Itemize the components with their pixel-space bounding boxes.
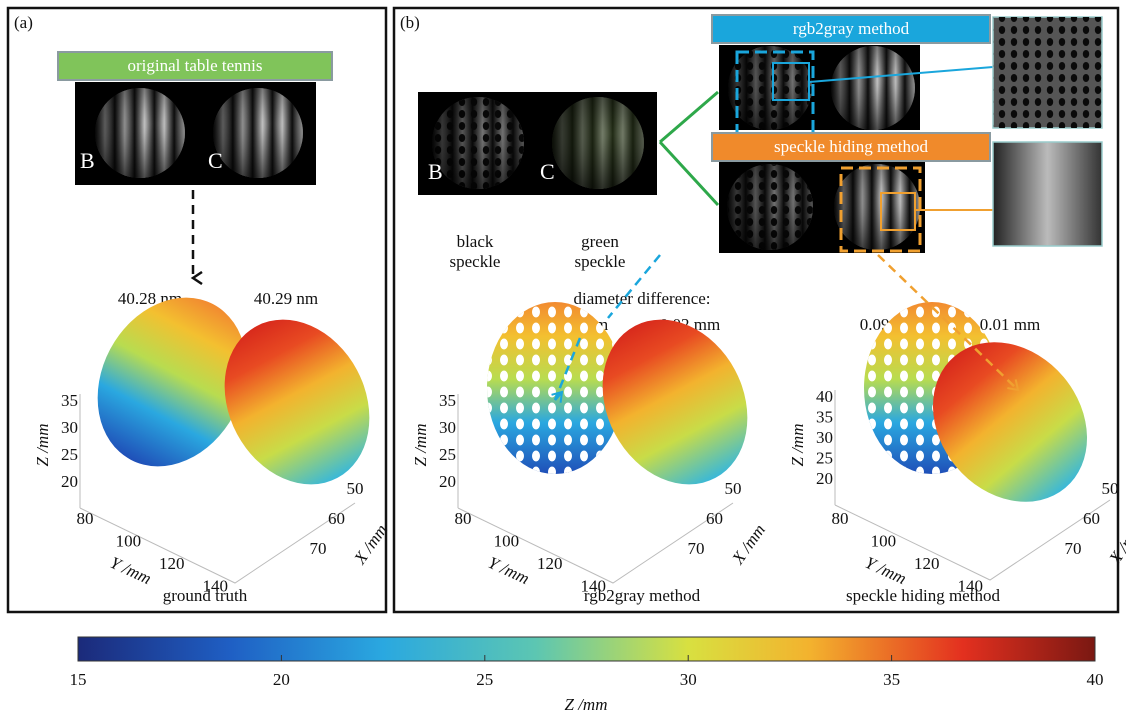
y-tick-label: 120 bbox=[159, 554, 185, 573]
input-caption: green speckle bbox=[574, 232, 626, 271]
axis-frame bbox=[457, 394, 734, 584]
z-tick-label: 35 bbox=[816, 407, 833, 426]
x-tick-label: 60 bbox=[328, 509, 345, 528]
colorbar-tick-label: 15 bbox=[70, 670, 87, 689]
colorbar-tick-label: 35 bbox=[883, 670, 900, 689]
speckle-hiding-image bbox=[719, 141, 1103, 253]
axis-frame bbox=[79, 394, 356, 584]
z-tick-label: 30 bbox=[816, 428, 833, 447]
x-tick-label: 70 bbox=[688, 539, 705, 558]
rgb2gray-image bbox=[719, 16, 1103, 164]
z-tick-label: 25 bbox=[439, 445, 456, 464]
x-tick-label: 70 bbox=[310, 539, 327, 558]
speckle-image bbox=[418, 92, 657, 195]
z-tick-label: 20 bbox=[61, 472, 78, 491]
plot-caption: speckle hiding method bbox=[846, 586, 1000, 605]
y-axis-label: Y /mm bbox=[107, 553, 154, 588]
caption-box: green speckle bbox=[574, 232, 626, 271]
colorbar-tick-label: 30 bbox=[680, 670, 697, 689]
y-tick-label: 100 bbox=[871, 532, 897, 551]
caption-box: black speckle bbox=[449, 232, 501, 271]
z-axis-label: Z /mm bbox=[33, 424, 52, 467]
z-tick-label: 30 bbox=[439, 418, 456, 437]
header-text: original table tennis bbox=[127, 56, 262, 75]
surface-plot bbox=[864, 302, 1088, 502]
image-label: C bbox=[540, 159, 555, 184]
z-tick-label: 20 bbox=[816, 469, 833, 488]
image-label: C bbox=[208, 148, 223, 173]
input-caption: black speckle bbox=[449, 232, 501, 271]
y-tick-label: 140 bbox=[580, 577, 606, 596]
z-tick-label: 35 bbox=[61, 391, 78, 410]
header-box bbox=[711, 14, 991, 44]
z-axis-label: Z /mm bbox=[411, 424, 430, 467]
measurement: 40.29 nm bbox=[254, 289, 318, 308]
axis-frame bbox=[834, 390, 1111, 581]
annotation: diameter difference: bbox=[573, 289, 710, 308]
colorbar-label: Z /mm bbox=[565, 695, 608, 714]
x-axis-label: X /mm bbox=[728, 521, 769, 569]
plot-caption: ground truth bbox=[163, 586, 248, 605]
z-tick-label: 30 bbox=[61, 418, 78, 437]
y-tick-label: 100 bbox=[116, 532, 142, 551]
x-tick-label: 50 bbox=[347, 479, 364, 498]
panel-frame bbox=[6, 6, 388, 614]
panel-label: (a) bbox=[14, 13, 33, 32]
panel-label: (b) bbox=[400, 13, 420, 32]
measurement: 0.01 mm bbox=[980, 315, 1040, 334]
y-tick-label: 120 bbox=[537, 554, 563, 573]
colorbar bbox=[77, 636, 1096, 662]
connector bbox=[658, 90, 720, 207]
y-tick-label: 100 bbox=[494, 532, 520, 551]
y-tick-label: 140 bbox=[202, 577, 228, 596]
y-tick-label: 80 bbox=[832, 509, 849, 528]
header-text: speckle hiding method bbox=[774, 137, 928, 156]
header-text: rgb2gray method bbox=[793, 19, 910, 38]
colorbar-tick-label: 25 bbox=[476, 670, 493, 689]
surface-plot bbox=[97, 297, 370, 485]
surface-plot bbox=[487, 302, 748, 485]
y-tick-label: 120 bbox=[914, 554, 940, 573]
arrow bbox=[553, 337, 582, 401]
z-axis-label: Z /mm bbox=[788, 424, 807, 467]
z-tick-label: 20 bbox=[439, 472, 456, 491]
x-axis-label: X /mm bbox=[1105, 521, 1126, 569]
y-axis-label: Y /mm bbox=[862, 553, 909, 588]
x-tick-label: 50 bbox=[1102, 479, 1119, 498]
z-tick-label: 25 bbox=[816, 448, 833, 467]
colorbar-tick-label: 20 bbox=[273, 670, 290, 689]
panel-frame bbox=[392, 6, 1120, 614]
y-tick-label: 80 bbox=[455, 509, 472, 528]
header-box bbox=[711, 132, 991, 162]
y-tick-label: 140 bbox=[957, 577, 983, 596]
image-label: B bbox=[80, 148, 95, 173]
z-tick-label: 40 bbox=[816, 387, 833, 406]
arrow bbox=[877, 254, 1020, 392]
x-tick-label: 50 bbox=[725, 479, 742, 498]
x-tick-label: 70 bbox=[1065, 539, 1082, 558]
y-tick-label: 80 bbox=[77, 509, 94, 528]
plot-caption: rgb2gray method bbox=[584, 586, 701, 605]
x-tick-label: 60 bbox=[1083, 509, 1100, 528]
arrow bbox=[555, 254, 661, 400]
header-box bbox=[57, 51, 333, 81]
z-tick-label: 35 bbox=[439, 391, 456, 410]
z-tick-label: 25 bbox=[61, 445, 78, 464]
image-label: B bbox=[428, 159, 443, 184]
fringe-image bbox=[75, 82, 316, 185]
y-axis-label: Y /mm bbox=[485, 553, 532, 588]
colorbar-tick-label: 40 bbox=[1087, 670, 1104, 689]
x-tick-label: 60 bbox=[706, 509, 723, 528]
